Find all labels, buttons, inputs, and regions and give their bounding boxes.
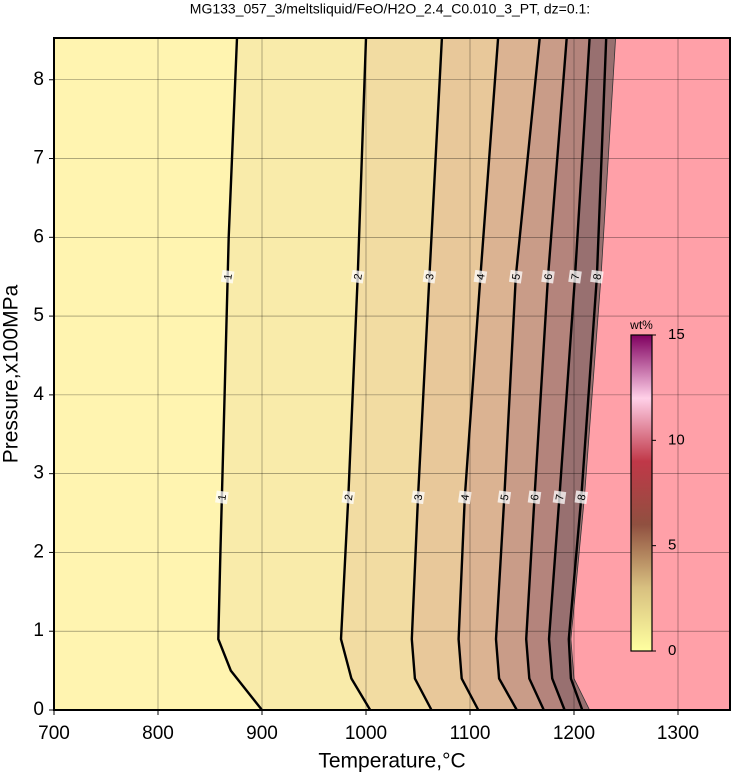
- contour-label: 6: [543, 273, 556, 281]
- contour-label-bg: [590, 269, 604, 284]
- x-tick-label: 1100: [450, 723, 491, 744]
- contour-label: 7: [554, 494, 567, 502]
- y-axis-label: Pressure,x100MPa: [0, 284, 23, 463]
- contour-label-group: 6: [541, 269, 556, 284]
- colorbar-tick-label: 10: [668, 431, 685, 448]
- colorbar-tick-label: 15: [668, 326, 685, 343]
- x-tick-label: 900: [246, 723, 278, 744]
- contour-label-group: 8: [590, 269, 604, 284]
- contour-label-bg: [341, 490, 356, 505]
- contour-label-bg: [527, 490, 542, 505]
- contour-label-bg: [422, 269, 437, 284]
- contour-label-bg: [215, 490, 229, 505]
- contour-label-group: 3: [422, 269, 437, 284]
- contour-label-bg: [350, 269, 365, 284]
- y-tick-label: 2: [33, 541, 44, 562]
- contour-label: 2: [343, 494, 356, 502]
- contour-label-group: 8: [574, 490, 589, 505]
- contour-label: 3: [424, 273, 437, 281]
- contour-band: [568, 38, 616, 710]
- contour-label-bg: [497, 490, 512, 505]
- contour-band: [458, 38, 540, 710]
- contour-label: 8: [591, 273, 604, 281]
- contour-label-group: 1: [220, 269, 235, 284]
- colorbar-tick-label: 0: [668, 642, 676, 659]
- contour-label-group: 7: [552, 490, 567, 505]
- contour-label-group: 2: [350, 269, 365, 284]
- colorbar-tick-label: 5: [668, 537, 676, 554]
- contour-label-bg: [458, 490, 472, 505]
- contour-line: [567, 37, 608, 711]
- y-tick-label: 5: [33, 305, 44, 326]
- contour-band: [496, 38, 567, 710]
- contour-label: 4: [475, 273, 488, 281]
- chart-title: MG133_057_3/meltsliquid/FeO/H2O_2.4_C0.0…: [190, 1, 590, 17]
- contour-label-group: 4: [458, 490, 472, 505]
- colorbar-label: wt%: [629, 318, 653, 332]
- contour-label-group: 5: [497, 490, 512, 505]
- contour-label: 7: [570, 273, 583, 281]
- y-tick-label: 8: [33, 69, 44, 90]
- x-axis-label: Temperature,°C: [318, 750, 465, 773]
- contour-label-group: 4: [473, 269, 488, 284]
- contour-line: [524, 37, 568, 711]
- contour-label-bg: [508, 269, 523, 284]
- contour-label-bg: [220, 269, 235, 284]
- contour-label-group: 3: [411, 490, 426, 505]
- contour-line: [217, 37, 263, 711]
- contour-label-bg: [552, 490, 567, 505]
- contour-line: [494, 37, 541, 711]
- contour-label: 1: [216, 494, 229, 502]
- contour-label: 5: [499, 494, 512, 502]
- x-tick-label: 1200: [553, 723, 595, 744]
- x-tick-label: 1000: [345, 723, 387, 744]
- contour-label-bg: [541, 269, 555, 284]
- y-tick-label: 6: [33, 226, 44, 247]
- contour-label: 8: [576, 494, 589, 502]
- contour-label: 2: [352, 273, 365, 281]
- x-tick-label: 800: [142, 723, 174, 744]
- colorbar: [630, 334, 653, 652]
- contour-band: [549, 38, 607, 710]
- contour-label-group: 7: [568, 269, 583, 284]
- y-tick-label: 0: [33, 699, 44, 720]
- contour-label-group: 1: [215, 490, 229, 505]
- contour-label: 3: [413, 494, 426, 502]
- contour-label-group: 2: [341, 490, 356, 505]
- y-tick-label: 3: [33, 463, 44, 484]
- contour-label-bg: [568, 269, 582, 284]
- y-tick-label: 1: [33, 620, 44, 641]
- plot-frame: [53, 37, 731, 711]
- contour-label-bg: [574, 490, 589, 505]
- contour-label-bg: [411, 490, 425, 505]
- contour-line: [547, 37, 591, 711]
- contour-label: 5: [510, 273, 523, 281]
- y-tick-label: 4: [33, 384, 44, 405]
- x-tick-label: 700: [38, 723, 70, 744]
- contour-line: [339, 37, 372, 711]
- y-tick-label: 7: [33, 148, 44, 169]
- saturation-boundary: [570, 37, 616, 711]
- contour-label-group: 6: [527, 490, 542, 505]
- contour-label: 4: [459, 494, 472, 502]
- contour-label: 6: [529, 494, 542, 502]
- x-tick-label: 1300: [657, 723, 699, 744]
- contour-line: [457, 37, 500, 711]
- contour-label-bg: [473, 269, 488, 284]
- contour-band: [218, 38, 371, 710]
- contour-label-group: 5: [508, 269, 523, 284]
- contour-label: 1: [222, 273, 235, 281]
- contour-line: [410, 37, 444, 711]
